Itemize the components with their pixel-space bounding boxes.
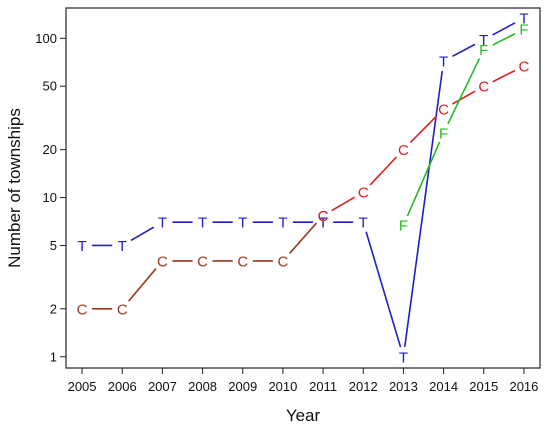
- x-tick-label: 2016: [509, 379, 538, 394]
- series-3: F F F F: [399, 22, 529, 235]
- x-tick-label: 2008: [188, 379, 217, 394]
- series-line-segment: [288, 222, 318, 254]
- data-point-T: T: [519, 11, 528, 28]
- data-point-C: C: [398, 142, 409, 159]
- y-tick-label: 5: [50, 238, 57, 253]
- data-point-C: C: [237, 253, 248, 270]
- y-tick-label: 100: [35, 31, 57, 46]
- y-tick-label: 20: [43, 142, 57, 157]
- data-point-F: F: [479, 42, 488, 59]
- x-tick-label: 2006: [108, 379, 137, 394]
- data-point-C: C: [358, 185, 369, 202]
- data-point-T: T: [118, 238, 127, 255]
- data-point-F: F: [399, 218, 408, 235]
- series-line-segment: [492, 22, 516, 36]
- data-point-T: T: [278, 215, 287, 232]
- series-line-segment: [451, 90, 476, 105]
- data-point-C: C: [318, 208, 329, 225]
- series-2: C C C C C C: [318, 58, 530, 225]
- series-line-segment: [447, 58, 481, 125]
- series-line-segment: [409, 115, 438, 144]
- data-point-C: C: [117, 301, 128, 318]
- x-axis-title: Year: [286, 406, 321, 425]
- data-point-C: C: [277, 253, 288, 270]
- data-point-T: T: [77, 238, 86, 255]
- data-point-T: T: [439, 54, 448, 71]
- x-tick-label: 2013: [389, 379, 418, 394]
- series-line-segment: [369, 156, 398, 186]
- x-tick-label: 2010: [268, 379, 297, 394]
- data-point-T: T: [399, 349, 408, 366]
- data-point-T: T: [359, 215, 368, 232]
- data-point-C: C: [318, 208, 329, 225]
- x-tick-label: 2012: [349, 379, 378, 394]
- data-point-C: C: [478, 79, 489, 96]
- series-line-segment: [492, 33, 516, 46]
- x-tick-label: 2014: [429, 379, 458, 394]
- data-point-T: T: [158, 215, 167, 232]
- y-axis: 1 2 5 10 20 50 100: [35, 31, 66, 364]
- data-point-F: F: [439, 125, 448, 142]
- x-tick-label: 2009: [228, 379, 257, 394]
- data-point-T: T: [238, 215, 247, 232]
- data-point-T: T: [318, 215, 327, 232]
- series-line-segment: [128, 268, 157, 302]
- x-tick-label: 2015: [469, 379, 498, 394]
- series-line-segment: [492, 69, 516, 83]
- series-0: T T T T T T T T T T T T: [77, 11, 528, 367]
- y-tick-label: 10: [43, 190, 57, 205]
- x-axis: 2005 2006 2007 2008 2009 2010 2011 2012 2013 2014…: [68, 368, 538, 394]
- series-line-segment: [452, 43, 476, 58]
- data-point-T: T: [479, 32, 488, 49]
- data-point-C: C: [77, 301, 88, 318]
- series-line-segment: [365, 231, 402, 348]
- data-point-C: C: [197, 253, 208, 270]
- data-point-C: C: [157, 253, 168, 270]
- x-tick-label: 2005: [68, 379, 97, 394]
- plot-frame: [65, 7, 541, 369]
- series-line-segment: [406, 141, 441, 217]
- data-point-T: T: [198, 215, 207, 232]
- y-axis-title: Number of townships: [5, 108, 24, 268]
- x-tick-label: 2011: [309, 379, 337, 394]
- y-tick-label: 50: [43, 79, 57, 94]
- y-tick-label: 2: [50, 301, 57, 316]
- y-tick-label: 1: [50, 349, 57, 364]
- data-point-C: C: [438, 101, 449, 118]
- data-point-F: F: [519, 22, 528, 39]
- data-point-C: C: [519, 58, 530, 75]
- series-line-segment: [331, 196, 356, 212]
- series-line-segment: [130, 226, 155, 242]
- series-1: C C C C C C C: [77, 208, 329, 318]
- x-tick-label: 2007: [148, 379, 177, 394]
